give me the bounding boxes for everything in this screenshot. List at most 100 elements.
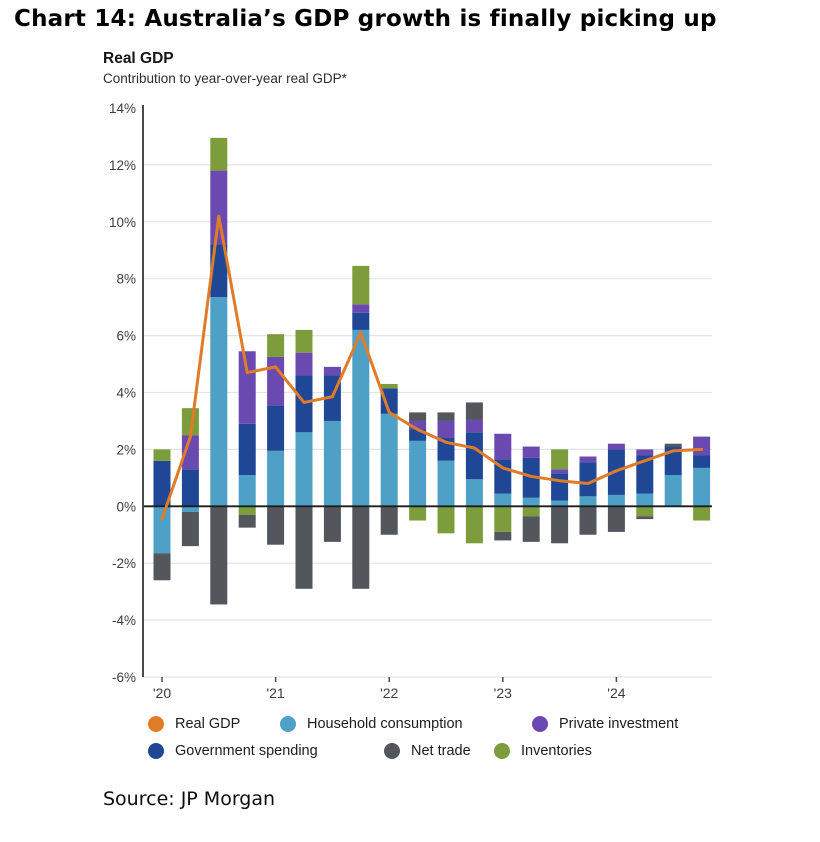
bar-segment-private — [522, 446, 540, 458]
bar-segment-household — [267, 450, 285, 507]
y-tick-label: 14% — [109, 101, 136, 116]
bar-segment-inventories — [295, 329, 313, 353]
bar-segment-government — [551, 473, 569, 501]
bar-segment-private — [579, 456, 597, 463]
bar-segment-net_trade — [181, 511, 199, 547]
household-dot-icon — [280, 716, 296, 732]
bar-segment-household — [494, 493, 512, 507]
bar-segment-household — [323, 420, 341, 507]
bar-segment-inventories — [636, 506, 654, 517]
y-tick-label: 4% — [116, 386, 136, 401]
legend-label-inventories: Inventories — [521, 743, 592, 759]
bar-segment-net_trade — [551, 506, 569, 544]
bar-segment-net_trade — [380, 506, 398, 535]
bar-segment-household — [295, 432, 313, 507]
y-tick-label: 8% — [116, 272, 136, 287]
legend-row-2: Government spending Net trade Inventorie… — [148, 743, 748, 759]
bar-segment-government — [693, 455, 711, 468]
gdp-stacked-bar-chart: 14% 12% 10% 8% 6% 4% 2% 0% -2% -4% -6% '20 '21 '22 '23… — [109, 101, 712, 701]
bar-segment-inventories — [153, 449, 171, 461]
government-spending-dot-icon — [148, 743, 164, 759]
legend-row-1: Real GDP Household consumption Private i… — [148, 716, 748, 732]
bar-segment-inventories — [267, 334, 285, 357]
y-tick-label: -4% — [112, 613, 136, 628]
x-tick-label: '20 — [153, 685, 171, 701]
bar-segment-inventories — [210, 137, 228, 171]
chart-heading: Real GDP — [103, 50, 174, 67]
bar-segment-private — [181, 435, 199, 470]
bar-segment-government — [409, 429, 427, 441]
bar-segment-private — [465, 419, 483, 433]
bar-segment-government — [238, 423, 256, 476]
y-tick-label: 10% — [109, 215, 136, 230]
bar-segment-inventories — [494, 506, 512, 532]
y-tick-label: 12% — [109, 158, 136, 173]
bar-segment-household — [238, 475, 256, 507]
bar-segment-private — [437, 420, 455, 439]
bar-segment-private — [210, 170, 228, 245]
bar-segment-private — [693, 436, 711, 456]
bar-segment-household — [437, 460, 455, 507]
bar-segment-net_trade — [494, 531, 512, 541]
bar-segment-private — [323, 366, 341, 376]
bar-segment-private — [409, 420, 427, 430]
legend-item-government: Government spending — [148, 743, 384, 759]
bar-segment-household — [409, 440, 427, 507]
bar-segment-household — [607, 494, 625, 507]
bar-segment-inventories — [238, 506, 256, 515]
bar-segment-household — [579, 496, 597, 507]
real-gdp-line — [160, 214, 704, 521]
legend-label-real-gdp: Real GDP — [175, 716, 241, 732]
page-title: Chart 14: Australia’s GDP growth is fina… — [14, 6, 717, 32]
inventories-dot-icon — [494, 743, 510, 759]
bar-segment-net_trade — [465, 402, 483, 420]
bar-segment-net_trade — [607, 506, 625, 532]
legend-item-inventories: Inventories — [494, 743, 592, 759]
bar-segment-private — [267, 356, 285, 406]
bar-segment-government — [380, 388, 398, 414]
bar-segment-private — [238, 351, 256, 424]
bar-segment-net_trade — [267, 506, 285, 545]
chart-subtitle: Contribution to year-over-year real GDP* — [103, 71, 347, 86]
y-tick-label: 2% — [116, 442, 136, 457]
bar-segment-inventories — [551, 449, 569, 470]
bar-segment-household — [551, 500, 569, 507]
bar-segment-inventories — [380, 383, 398, 389]
bar-segment-household — [352, 329, 370, 507]
bar-segment-household — [181, 506, 199, 512]
chart-legend: Real GDP Household consumption Private i… — [148, 716, 748, 770]
source-text: Source: JP Morgan — [103, 788, 276, 810]
bar-segment-household — [380, 413, 398, 507]
legend-item-household: Household consumption — [280, 716, 532, 732]
bar-segment-net_trade — [352, 506, 370, 589]
bar-segment-household — [153, 506, 171, 554]
bar-segment-government — [579, 462, 597, 497]
legend-label-private: Private investment — [559, 716, 679, 732]
bar-segment-net_trade — [579, 506, 597, 535]
y-tick-label: -2% — [112, 556, 136, 571]
bar-segment-private — [551, 469, 569, 474]
bar-segment-inventories — [693, 506, 711, 521]
bar-segment-household — [693, 467, 711, 507]
legend-label-government: Government spending — [175, 743, 318, 759]
bar-segment-private — [352, 304, 370, 313]
bar-segment-government — [352, 312, 370, 330]
bar-segment-government — [465, 432, 483, 480]
y-tick-label: -6% — [112, 670, 136, 685]
net-trade-dot-icon — [384, 743, 400, 759]
legend-item-private: Private investment — [532, 716, 678, 732]
y-tick-label: 6% — [116, 329, 136, 344]
bar-segment-private — [607, 443, 625, 450]
bar-segment-net_trade — [295, 506, 313, 589]
bar-segment-government — [153, 460, 171, 507]
legend-item-net-trade: Net trade — [384, 743, 494, 759]
real-gdp-dot-icon — [148, 716, 164, 732]
bar-segment-net_trade — [210, 506, 228, 605]
bar-segment-inventories — [352, 265, 370, 305]
bar-segment-household — [210, 297, 228, 507]
bar-segment-household — [465, 479, 483, 507]
bar-segment-private — [494, 433, 512, 460]
bar-segment-net_trade — [437, 412, 455, 421]
x-tick-label: '23 — [494, 685, 512, 701]
